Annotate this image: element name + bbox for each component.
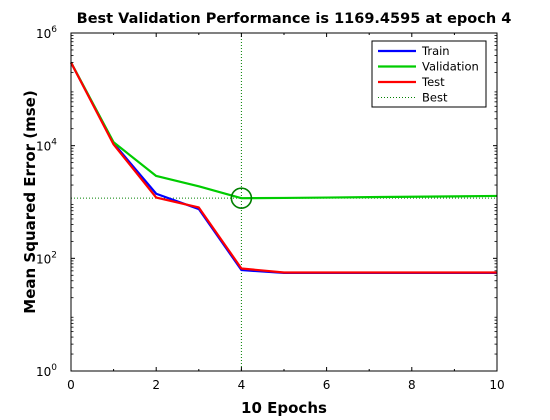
- marks-layer: [70, 33, 498, 371]
- y-tick-base: 10: [36, 365, 51, 379]
- legend-label-test: Test: [421, 75, 445, 89]
- x-axis-label: 10 Epochs: [241, 399, 327, 417]
- y-tick-label: 102: [36, 250, 57, 266]
- x-tick-label: 6: [323, 378, 331, 392]
- y-tick-label: 100: [36, 363, 57, 379]
- y-tick-label: 106: [36, 25, 57, 41]
- y-axis-label: Mean Squared Error (mse): [21, 90, 39, 313]
- series-line-test: [70, 61, 497, 274]
- legend-label-best: Best: [422, 91, 448, 105]
- chart-title: Best Validation Performance is 1169.4595…: [77, 11, 512, 27]
- y-tick-base: 10: [36, 27, 51, 41]
- y-tick-exponent: 4: [51, 138, 57, 148]
- x-tick-label: 0: [67, 378, 75, 392]
- best-point-marker: [230, 187, 253, 209]
- y-tick-exponent: 2: [51, 250, 57, 260]
- y-tick-exponent: 6: [51, 25, 57, 35]
- x-tick-label: 8: [408, 378, 416, 392]
- x-tick-label: 2: [152, 378, 160, 392]
- legend-label-train: Train: [421, 44, 450, 58]
- y-tick-base: 10: [36, 252, 51, 266]
- y-tick-label: 104: [36, 138, 57, 154]
- x-tick-label: 10: [489, 378, 504, 392]
- x-tick-label: 4: [238, 378, 246, 392]
- y-tick-base: 10: [36, 140, 51, 154]
- y-tick-exponent: 0: [51, 363, 57, 373]
- series-line-validation: [70, 61, 498, 200]
- legend-label-validation: Validation: [422, 60, 479, 74]
